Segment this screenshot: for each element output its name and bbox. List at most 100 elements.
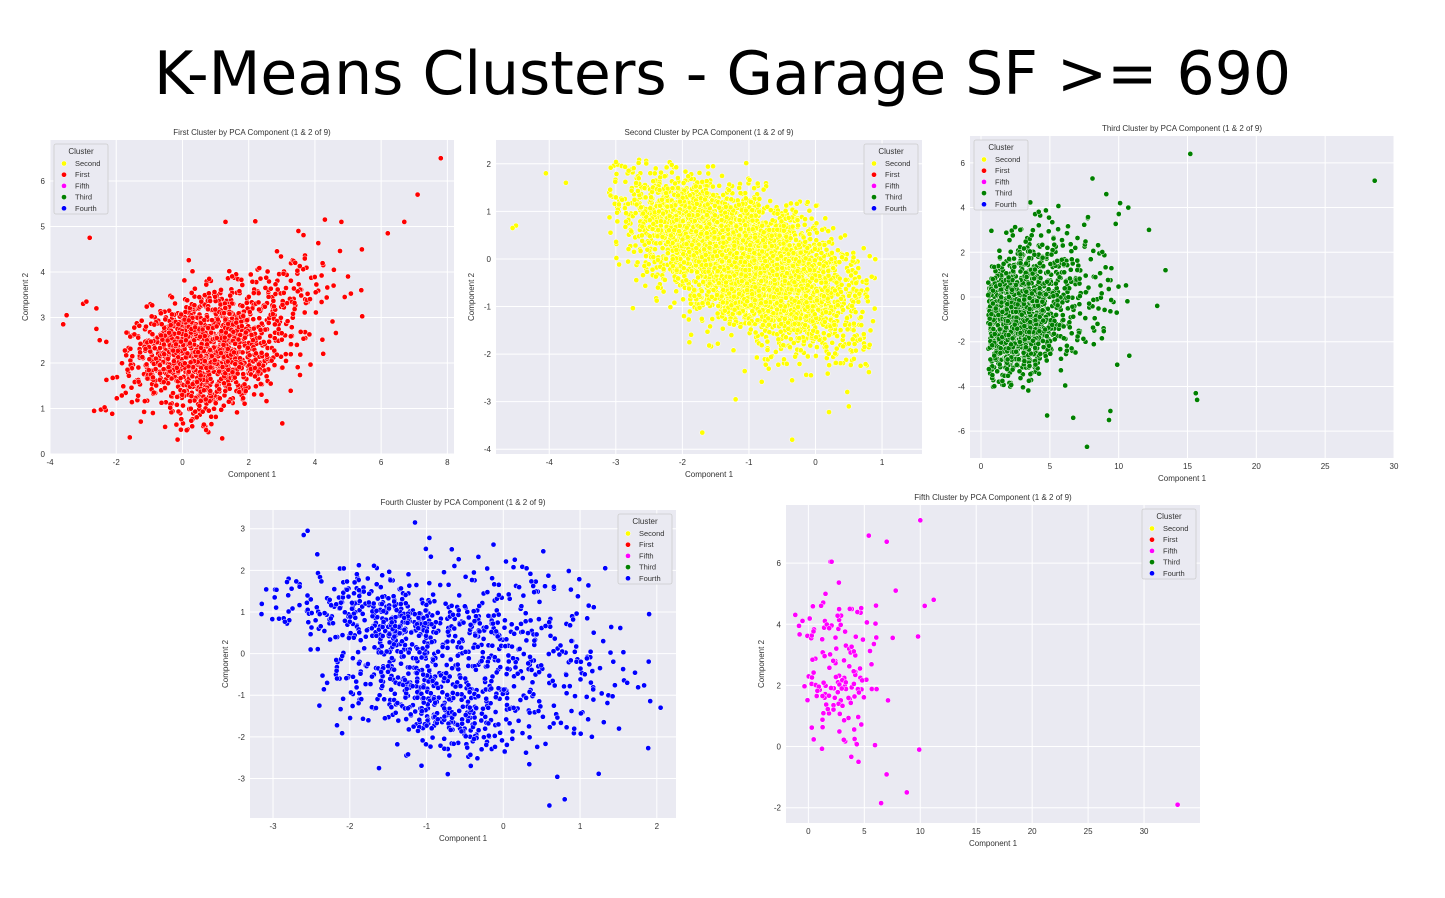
scatter-point [266,338,272,345]
scatter-point [279,420,286,427]
scatter-point [269,311,276,317]
scatter-point [189,381,196,388]
scatter-point [338,219,345,225]
scatter-point [691,293,698,299]
scatter-point [323,294,330,301]
scatter-point [313,309,319,316]
scatter-point [242,334,248,341]
scatter-point [220,402,227,409]
scatter-point [216,368,222,375]
scatter-point [294,267,301,274]
scatter-point [857,336,863,343]
scatter-point [704,328,711,335]
scatter-point [212,414,219,420]
x-tick-label: 0 [180,458,185,467]
scatter-point [151,389,157,396]
scatter-point [645,261,652,268]
scatter-point [184,379,191,386]
y-tick-label: 1 [487,207,492,216]
scatter-point [709,316,716,322]
x-tick-label: 8 [445,458,450,467]
scatter-point [247,271,254,278]
scatter-point [808,215,815,222]
x-tick-label: -2 [113,458,121,467]
scatter-point [262,303,268,310]
scatter-point [320,350,327,357]
first-cluster-svg: First Cluster by PCA Component (1 & 2 of… [21,128,454,479]
scatter-point [201,387,207,394]
y-tick-label: -3 [484,398,492,407]
scatter-point [196,402,203,409]
scatter-point [177,375,184,381]
scatter-point [187,405,194,412]
scatter-point [816,241,823,248]
scatter-point [298,292,305,299]
scatter-point [226,268,233,275]
legend-entry: Fifth [75,181,90,190]
scatter-point [224,346,231,352]
scatter-point [300,335,307,342]
scatter-point [358,287,365,294]
y-tick-label: 1 [41,404,46,413]
scatter-point [278,336,285,343]
scatter-point [205,325,211,331]
scatter-point [206,290,212,297]
scatter-point [279,301,286,308]
scatter-point [256,361,262,368]
scatter-point [86,234,93,241]
scatter-point [220,341,227,348]
scatter-point [295,228,302,234]
scatter-point [123,352,130,359]
scatter-point [719,325,726,332]
scatter-point [152,366,159,372]
scatter-point [173,364,180,371]
scatter-point [256,334,263,341]
y-tick-label: 2 [41,359,46,368]
scatter-point [312,289,319,296]
scatter-point [652,165,659,172]
scatter-point [218,406,225,413]
scatter-point [288,277,294,284]
scatter-point [179,392,186,398]
scatter-point [787,344,793,351]
scatter-point [192,324,199,331]
x-tick-label: -1 [745,458,753,467]
scatter-point [776,232,783,239]
scatter-point [644,246,651,253]
scatter-point [710,183,716,190]
scatter-point [239,303,246,309]
scatter-point [682,168,689,175]
scatter-point [291,285,297,292]
scatter-point [846,292,852,299]
scatter-point [246,309,253,315]
scatter-point [696,170,703,176]
scatter-point [292,259,299,266]
scatter-point [846,340,852,347]
scatter-point [253,350,259,357]
scatter-point [158,399,165,406]
scatter-point [245,294,252,300]
scatter-point [175,321,182,328]
scatter-point [826,362,832,369]
scatter-point [313,281,320,288]
scatter-point [212,400,219,407]
scatter-point [235,336,242,343]
scatter-point [752,329,759,336]
scatter-point [191,302,198,309]
scatter-point [195,349,201,355]
scatter-point [150,410,156,416]
scatter-point [255,290,262,297]
scatter-point [806,207,813,214]
scatter-point [345,273,351,280]
scatter-point [794,327,801,334]
scatter-point [119,360,125,367]
scatter-point [630,305,636,312]
scatter-point [188,290,195,296]
scatter-point [863,277,870,284]
scatter-point [205,306,211,313]
scatter-point [294,342,300,348]
chart-title: First Cluster by PCA Component (1 & 2 of… [173,128,331,137]
scatter-point [272,321,278,328]
scatter-point [91,408,97,414]
scatter-point [202,358,208,364]
